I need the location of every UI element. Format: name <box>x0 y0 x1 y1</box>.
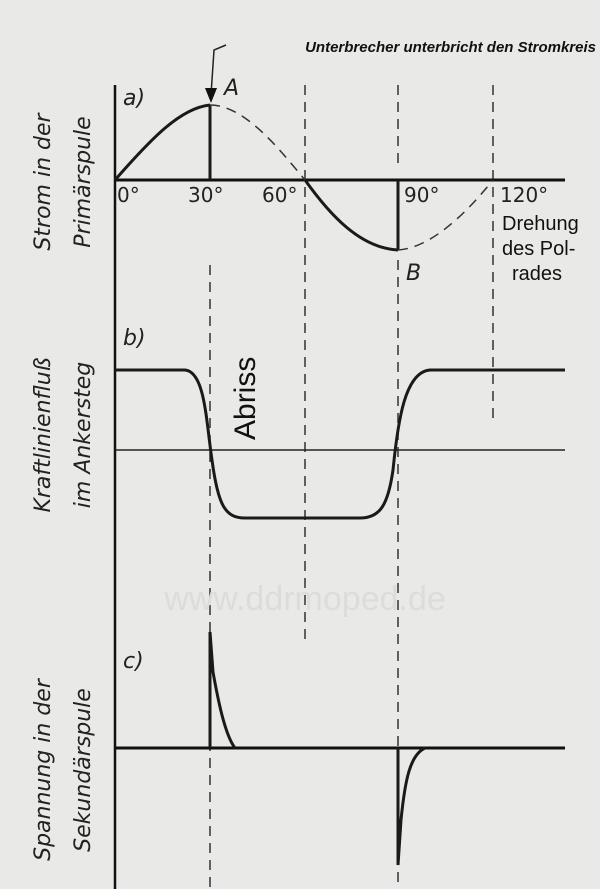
y-label: im Ankersteg <box>71 362 96 508</box>
point-label: A <box>222 76 239 101</box>
voltage-spike <box>396 746 426 866</box>
flux-curve <box>115 368 565 520</box>
angle-label: 120° <box>500 183 548 207</box>
current-dashed <box>209 104 306 181</box>
y-label: Spannung in der <box>31 677 56 861</box>
y-label: Primärspule <box>71 116 96 247</box>
annotation: Abriss <box>229 357 262 440</box>
angle-label: 0° <box>117 183 140 207</box>
current-curve <box>113 103 211 181</box>
panel-label: a) <box>123 86 145 111</box>
angle-label: 30° <box>188 183 223 207</box>
current-curve <box>303 179 399 252</box>
title: Unterbrecher unterbricht den Stromkreis <box>305 39 596 56</box>
angle-label: 60° <box>262 183 297 207</box>
arrow-line <box>210 44 227 96</box>
y-label: Strom in der <box>31 111 56 250</box>
current-dashed <box>397 179 494 251</box>
point-label: B <box>406 261 421 286</box>
watermark: www.ddrmoped.de <box>163 580 446 618</box>
y-label: Kraftlinienfluß <box>31 357 56 512</box>
x-label: Drehung <box>502 213 579 235</box>
arrow-head <box>205 88 217 103</box>
x-label: des Pol- <box>502 238 575 260</box>
voltage-spike <box>208 631 237 749</box>
panel-label: b) <box>123 326 146 351</box>
panel-label: c) <box>123 649 144 674</box>
y-label: Sekundärspule <box>71 688 96 852</box>
angle-label: 90° <box>404 183 439 207</box>
x-label: rades <box>512 263 562 285</box>
